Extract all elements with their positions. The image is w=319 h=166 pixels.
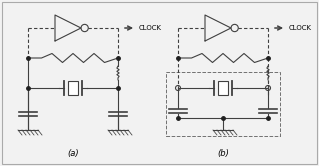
Text: CLOCK: CLOCK [139,25,162,31]
Bar [218,81,228,95]
Text: CLOCK: CLOCK [289,25,312,31]
Text: (b): (b) [217,149,229,158]
Text: (a): (a) [67,149,79,158]
Bar [68,81,78,95]
